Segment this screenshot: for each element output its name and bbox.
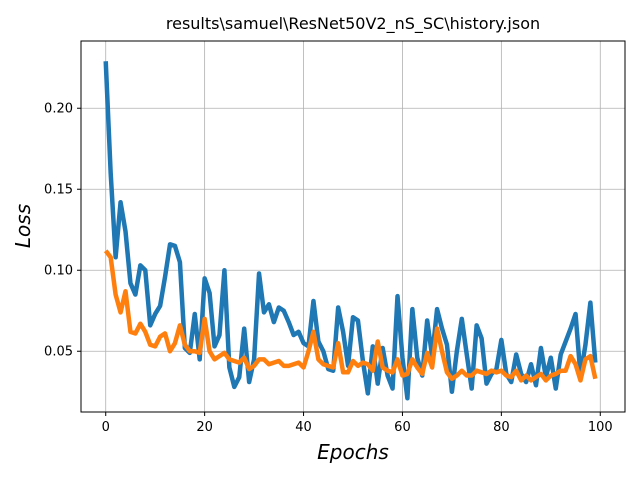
y-tick-label: 0.05 (44, 345, 73, 360)
y-tick-label: 0.15 (44, 183, 73, 198)
x-axis-label: Epochs (317, 440, 389, 464)
series-group (103, 61, 598, 401)
chart-title: results\samuel\ResNet50V2_nS_SC\history.… (166, 14, 540, 34)
x-tick-label: 0 (102, 420, 110, 435)
x-tick-label: 60 (394, 420, 411, 435)
y-tick-label: 0.10 (44, 264, 73, 279)
ticks: 0 20 40 60 80 100 0.05 0.10 0.15 0.20 (44, 102, 613, 435)
x-tick-label: 40 (295, 420, 312, 435)
series-line-2 (103, 249, 598, 383)
axes-frame (80, 40, 626, 413)
x-tick-label: 100 (588, 420, 613, 435)
y-tick-label: 0.20 (44, 102, 73, 117)
y-axis-label: Loss (11, 204, 35, 248)
x-tick-label: 80 (493, 420, 510, 435)
x-tick-label: 20 (196, 420, 213, 435)
